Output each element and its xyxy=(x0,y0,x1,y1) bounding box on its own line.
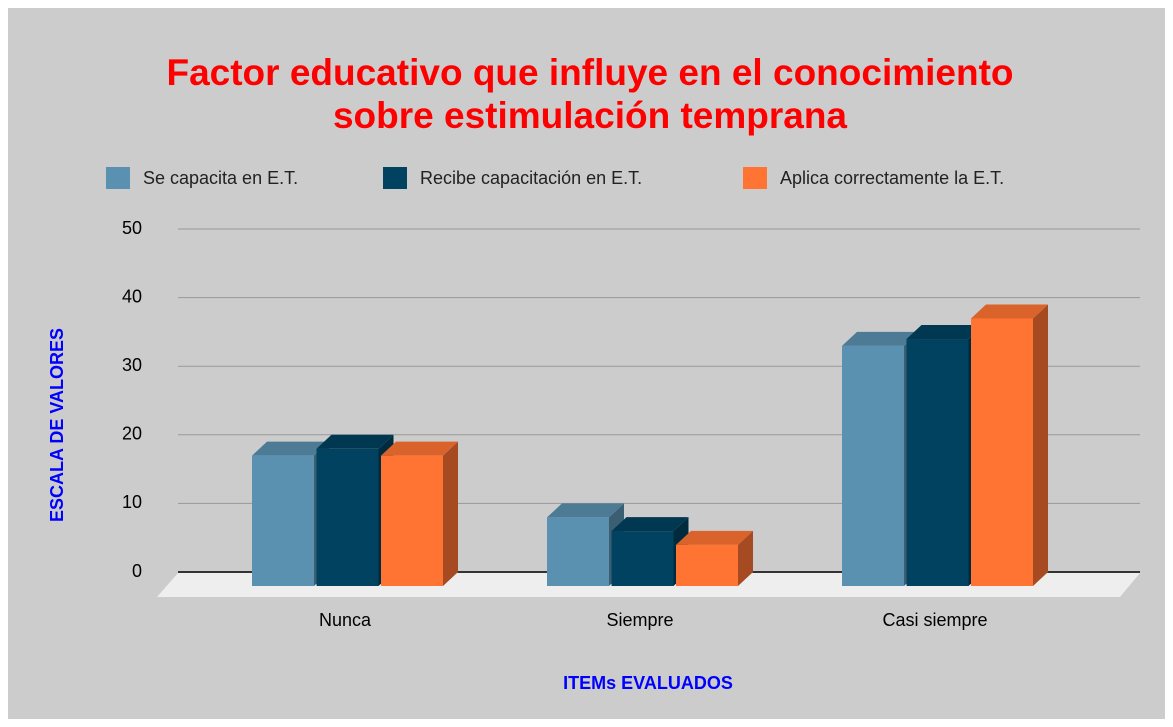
chart-title: sobre estimulación temprana xyxy=(333,95,847,136)
legend-swatch xyxy=(743,167,767,189)
bar-top xyxy=(547,503,624,518)
y-tick-label: 30 xyxy=(122,355,142,375)
chart-title: Factor educativo que influye en el conoc… xyxy=(166,52,1013,93)
bar-front xyxy=(547,517,609,586)
y-tick-label: 20 xyxy=(122,424,142,444)
bar xyxy=(676,530,753,586)
bar-front xyxy=(842,345,904,586)
y-tick-label: 50 xyxy=(122,218,142,238)
bar-side xyxy=(1033,304,1048,586)
y-tick-label: 40 xyxy=(122,286,142,306)
bar-top xyxy=(971,304,1048,319)
bar-top xyxy=(316,434,394,449)
bar-front xyxy=(316,448,379,586)
bar-top xyxy=(611,517,689,532)
bar-top xyxy=(252,441,329,456)
y-tick-label: 10 xyxy=(122,492,142,512)
legend-label: Aplica correctamente la E.T. xyxy=(780,168,1004,188)
bar-front xyxy=(971,318,1033,586)
bar-front xyxy=(611,531,674,586)
bar-front xyxy=(381,455,443,586)
x-tick-label: Siempre xyxy=(606,610,673,630)
x-axis-label: ITEMs EVALUADOS xyxy=(563,673,733,693)
bar-side xyxy=(738,530,753,586)
bar xyxy=(381,441,458,586)
bar-front xyxy=(252,455,314,586)
bar-front xyxy=(676,544,738,586)
bar-front xyxy=(906,339,969,586)
legend-swatch xyxy=(383,167,407,189)
legend-swatch xyxy=(106,167,130,189)
bar-top xyxy=(381,441,458,456)
bar xyxy=(971,304,1048,586)
x-tick-label: Nunca xyxy=(319,610,372,630)
bar-top xyxy=(676,530,753,545)
bar-side xyxy=(443,441,458,586)
legend-label: Se capacita en E.T. xyxy=(143,168,298,188)
y-tick-label: 0 xyxy=(132,561,142,581)
legend-label: Recibe capacitación en E.T. xyxy=(420,168,642,188)
x-tick-label: Casi siempre xyxy=(882,610,987,630)
bar-top xyxy=(906,325,984,340)
y-axis-label: ESCALA DE VALORES xyxy=(47,328,67,522)
bar-top xyxy=(842,331,919,346)
